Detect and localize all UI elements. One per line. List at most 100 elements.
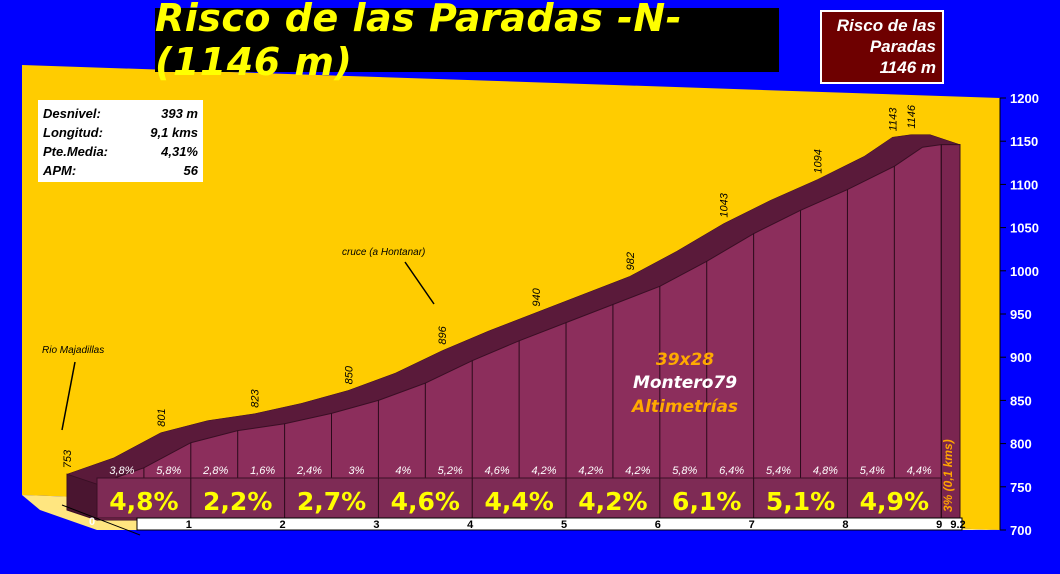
- km-gradient-label: 4,6%: [391, 487, 460, 516]
- summit-label-line: 1146 m: [879, 58, 936, 77]
- stat-label: APM:: [43, 163, 77, 178]
- half-km-gradient-label: 5,4%: [860, 465, 885, 477]
- x-tick-label: 5: [561, 519, 567, 531]
- stats-row: Pte.Media: 4,31%: [43, 142, 198, 161]
- km-gradient-label: 4,4%: [484, 487, 553, 516]
- stat-value: 4,31%: [161, 144, 198, 159]
- altitude-label: 823: [250, 388, 262, 407]
- stat-label: Desnivel:: [43, 106, 101, 121]
- x-axis-bar: [136, 517, 963, 531]
- x-tick-label: 7: [749, 519, 755, 531]
- half-km-gradient-label: 4,6%: [485, 465, 510, 477]
- half-km-gradient-label: 5,8%: [156, 465, 181, 477]
- half-km-gradient-label: 3,8%: [109, 465, 134, 477]
- stat-label: Longitud:: [43, 125, 103, 140]
- summit-label-line: Risco de las: [836, 16, 936, 35]
- profile-area: [66, 134, 961, 521]
- watermark-line: 39x28: [656, 350, 714, 370]
- gradient-band: [96, 477, 942, 519]
- y-tick-label: 750: [1010, 480, 1032, 495]
- stat-value: 56: [183, 163, 198, 178]
- half-km-gradient-label: 4,4%: [907, 465, 932, 477]
- y-tick-label: 850: [1010, 393, 1032, 408]
- x-tick-label: 3: [373, 519, 379, 531]
- km-gradient-label: 6,1%: [672, 487, 741, 516]
- y-tick-label: 700: [1010, 523, 1032, 538]
- x-tick-label: 1: [186, 519, 192, 531]
- y-tick-label: 900: [1010, 350, 1032, 365]
- x-axis: 0 1 2 3 4 5 6 7 8 9 9.2: [61, 504, 966, 536]
- half-km-gradient-label: 2,8%: [202, 465, 228, 477]
- km-gradient-label: 4,2%: [578, 487, 647, 516]
- profile-left-wall: [66, 473, 98, 521]
- chart-title: Risco de las Paradas -N- (1146 m): [155, 0, 682, 84]
- half-km-gradient-label: 6,4%: [719, 465, 744, 477]
- x-tick-label: 4: [467, 519, 474, 531]
- altitude-label: 1094: [812, 149, 824, 173]
- x-axis-depth-line: [61, 504, 141, 536]
- altitude-labels: 753 801 823 850 896 940 982 1043 1094 1143 1146: [62, 104, 918, 468]
- altitude-label: 940: [531, 287, 543, 306]
- x-tick-label: 9: [936, 519, 942, 531]
- altitude-label: 1043: [719, 192, 731, 217]
- half-km-gradient-label: 5,8%: [672, 465, 697, 477]
- y-tick-label: 1200: [1010, 91, 1039, 106]
- summit-label-line: Paradas: [869, 37, 936, 56]
- watermark-line: Altimetrías: [630, 397, 738, 417]
- km-gradients: 4,8% 2,2% 2,7% 4,6% 4,4% 4,2% 6,1% 5,1% 4,9%: [109, 487, 929, 516]
- altitude-label: 982: [625, 252, 637, 270]
- annotation-label: Rio Majadillas: [42, 345, 104, 356]
- stats-box: Desnivel: 393 m Longitud: 9,1 kms Pte.Medi…: [38, 100, 203, 182]
- half-km-gradient-label: 5,2%: [438, 465, 463, 477]
- gradient-bars: [96, 477, 942, 519]
- annotations: Rio Majadillas cruce (a Hontanar): [42, 247, 435, 431]
- half-km-gradient-label: 5,4%: [766, 465, 791, 477]
- km-gradient-label: 4,9%: [860, 487, 929, 516]
- x-tick-label: 9.2: [950, 519, 965, 531]
- stat-value: 9,1 kms: [150, 125, 198, 140]
- watermark: 39x28 Montero79 Altimetrías: [630, 350, 738, 417]
- km-gradient-label: 2,7%: [297, 487, 366, 516]
- x-tick-label: 6: [655, 519, 661, 531]
- altitude-label: 753: [62, 449, 74, 468]
- y-tick-label: 1000: [1010, 264, 1039, 279]
- half-km-gradient-label: 3%: [348, 465, 364, 477]
- watermark-line: Montero79: [633, 373, 737, 393]
- half-km-gradient-label: 4,2%: [625, 465, 650, 477]
- km-gradient-label: 4,8%: [109, 487, 178, 516]
- altitude-label: 896: [437, 325, 449, 344]
- half-km-gradient-label: 4,2%: [578, 465, 603, 477]
- summit-label-box: Risco de las Paradas 1146 m: [820, 10, 944, 84]
- altitude-label: 801: [156, 408, 168, 426]
- y-tick-label: 800: [1010, 437, 1032, 452]
- half-km-gradients: 3,8% 5,8% 2,8% 1,6% 2,4% 3% 4% 5,2% 4,6% 4,2% 4,2%…: [109, 465, 932, 477]
- half-km-gradient-label: 4,8%: [813, 465, 838, 477]
- stats-row: APM: 56: [43, 161, 198, 180]
- y-tick-label: 1050: [1010, 221, 1039, 236]
- stats-row: Desnivel: 393 m: [43, 104, 198, 123]
- stat-value: 393 m: [161, 106, 198, 121]
- altitude-label: 1146: [906, 104, 918, 129]
- half-km-gradient-label: 4,2%: [531, 465, 556, 477]
- title-box: Risco de las Paradas -N- (1146 m): [155, 0, 779, 84]
- half-km-gradient-label: 2,4%: [296, 465, 322, 477]
- altitude-label: 850: [343, 365, 355, 384]
- y-axis: 700 750 800 850 900 950 1000 1050 1100 1150 1200: [999, 91, 1039, 538]
- half-km-gradient-label: 4%: [395, 465, 411, 477]
- altitude-label: 1143: [887, 107, 899, 132]
- y-tick-label: 1100: [1010, 177, 1038, 192]
- last-segment-label: 3% (0,1 kms): [941, 439, 955, 512]
- half-km-gradient-label: 1,6%: [250, 465, 275, 477]
- x-tick-label: 8: [842, 519, 848, 531]
- stats-row: Longitud: 9,1 kms: [43, 123, 198, 142]
- y-tick-label: 1150: [1010, 134, 1038, 149]
- km-gradient-label: 2,2%: [203, 487, 272, 516]
- x-tick-label: 0: [89, 516, 95, 528]
- x-tick-label: 2: [280, 519, 286, 531]
- stat-label: Pte.Media:: [43, 144, 109, 159]
- annotation-pointer: [404, 261, 435, 305]
- annotation-pointer: [61, 361, 76, 431]
- annotation-label: cruce (a Hontanar): [342, 247, 425, 258]
- y-tick-label: 950: [1010, 307, 1032, 322]
